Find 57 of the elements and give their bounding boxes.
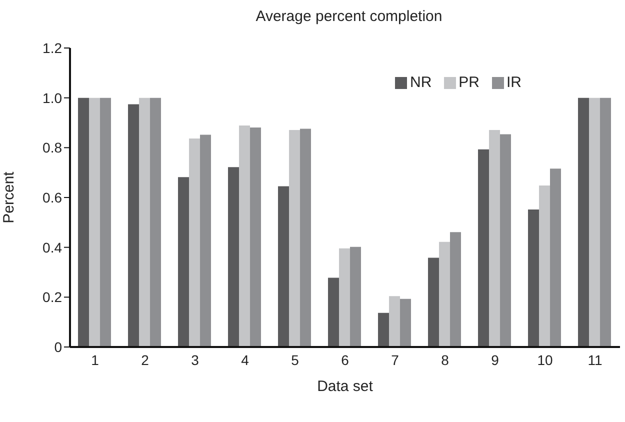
x-tick-label: 3: [191, 352, 200, 368]
x-tick-label: 6: [341, 352, 350, 368]
bar: [289, 130, 300, 347]
bar: [489, 130, 500, 347]
bar: [139, 98, 150, 347]
x-tick-label: 5: [291, 352, 300, 368]
y-tick-label: 0.2: [42, 289, 62, 306]
x-tick-label: 11: [588, 352, 602, 368]
bar: [439, 242, 450, 347]
y-tick-label: 1.2: [42, 40, 62, 56]
x-axis-title: Data set: [317, 378, 374, 395]
bar: [189, 138, 200, 347]
bar: [528, 209, 539, 347]
legend-label: NR: [410, 74, 432, 91]
bar: [400, 298, 411, 347]
y-tick-label: 0.4: [42, 239, 62, 256]
y-tick-label: 0: [54, 338, 62, 355]
bar: [228, 167, 239, 347]
x-tick-label: 4: [241, 352, 250, 368]
bar: [389, 296, 400, 347]
x-tick-label: 7: [391, 352, 400, 368]
y-tick-label: 1.0: [42, 90, 62, 106]
bar: [200, 134, 211, 347]
x-tick-label: 8: [441, 352, 450, 368]
bar: [589, 98, 600, 347]
x-tick-label: 2: [141, 352, 150, 368]
chart-title: Average percent completion: [254, 8, 444, 25]
bar: [450, 232, 461, 347]
bar: [178, 177, 189, 347]
bar: [128, 104, 139, 347]
bar: [328, 278, 339, 347]
y-tick-label: 0.8: [42, 140, 62, 156]
bar: [600, 98, 611, 347]
legend-label: IR: [506, 74, 522, 91]
bar: [539, 186, 550, 347]
x-tick-label: 10: [537, 352, 553, 368]
legend-label: PR: [458, 74, 480, 91]
bar: [350, 246, 361, 347]
bar: [578, 98, 589, 347]
bar: [89, 98, 100, 347]
bar: [78, 98, 89, 347]
bar: [100, 98, 111, 347]
bar: [378, 312, 389, 347]
bar: [500, 134, 511, 347]
bar: [428, 258, 439, 347]
x-tick-label: 1: [91, 352, 100, 368]
y-axis-title: Percent: [0, 170, 18, 224]
bar: [300, 128, 311, 347]
bar: [478, 149, 489, 347]
bar: [550, 168, 561, 347]
y-tick-label: 0.6: [42, 189, 62, 206]
bar: [339, 248, 350, 347]
bar: [150, 98, 161, 347]
bar: [250, 127, 261, 347]
bar: [239, 125, 250, 347]
bar: [278, 186, 289, 347]
x-tick-label: 9: [491, 352, 500, 368]
